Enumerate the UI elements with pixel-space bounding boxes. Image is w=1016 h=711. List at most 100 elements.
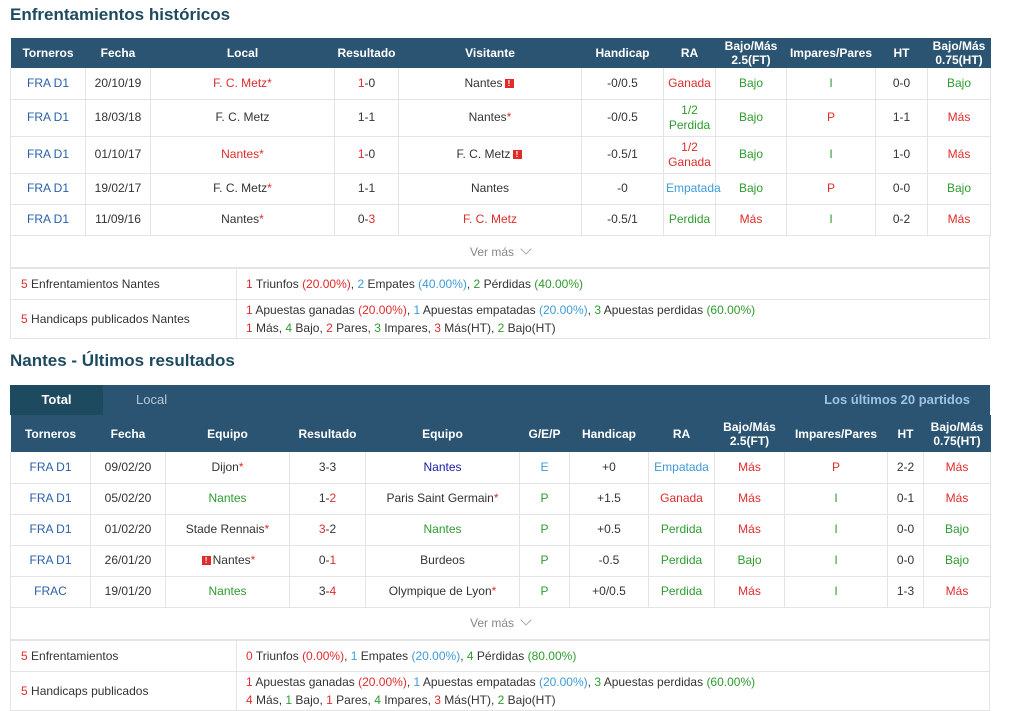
table-row[interactable]: FRA D126/01/20Nantes*0-1BurdeosP-0.5Perd… [10,545,991,577]
away-team[interactable]: Nantes [398,68,582,100]
handicap-cell: -0.5/1 [581,136,664,174]
away-team[interactable]: Paris Saint Germain* [365,483,520,515]
away-team[interactable]: Nantes [398,173,582,205]
away-team[interactable]: Nantes* [398,99,582,137]
league-link[interactable]: FRA D1 [10,173,86,205]
league-link[interactable]: FRA D1 [10,452,91,484]
gep-cell: P [519,483,570,515]
score-away: 1 [329,553,337,567]
table-row[interactable]: FRA D1 09/02/20 Dijon* 3-3 Nantes E +0 Empatada… [10,452,991,484]
star-icon: * [259,147,264,161]
col-bajo-mas-ft: Bajo/Más 2.5(FT) [714,415,785,452]
summary-label: 5 Enfrentamientos [11,641,237,671]
col-ra: RA [648,415,715,452]
table-row[interactable]: FRA D1 19/02/17 F. C. Metz* 1-1 Nantes -0 Empa… [10,173,991,205]
recent-header-row: Torneros Fecha Equipo Resultado Equipo G… [10,415,991,452]
date-cell: 26/01/20 [90,545,166,577]
league-link[interactable]: FRA D1 [10,136,86,174]
col-resultado: Resultado [289,415,366,452]
league-link[interactable]: FRAC [10,576,91,608]
result-cell: 0-1 [289,545,366,577]
home-team[interactable]: F. C. Metz* [150,173,335,205]
table-row[interactable]: FRAC 19/01/20 Nantes 3-4 Olympique de Lyon* P… [10,576,991,608]
table-row[interactable]: FRA D1 18/03/18 F. C. Metz 1-1 Nantes* -0/0.5… [10,99,991,137]
recent-tabbar: Total Local Los últimos 20 partidos [10,385,990,415]
last-matches-label[interactable]: Los últimos 20 partidos [824,392,970,407]
team-name: Nantes [470,181,510,195]
ra-cell: Perdida [648,514,715,546]
home-team[interactable]: Nantes* [150,136,335,174]
home-team[interactable]: F. C. Metz* [150,68,335,100]
away-team[interactable]: Nantes [365,514,520,546]
table-row[interactable]: FRA D1 01/02/20 Stade Rennais* 3-2 Nantes P +0… [10,514,991,546]
ra-cell: Perdida [648,576,715,608]
over-under-cell: Más [714,576,785,608]
handicap-cell: -0.5/1 [581,204,664,236]
away-team[interactable]: F. C. Metz [398,204,582,236]
home-team[interactable]: Dijon* [165,452,290,484]
ht-cell: 1-1 [875,99,928,137]
col-local: Local [150,38,335,68]
h2h-summary-handicaps: 5 Handicaps publicados Nantes 1 Apuestas… [11,300,989,338]
handicap-cell: +0/0.5 [569,576,649,608]
red-card-icon [504,76,514,91]
league-link[interactable]: FRA D1 [10,99,86,137]
over-under-ht-cell: Bajo [927,173,991,205]
table-row[interactable]: FRA D1 11/09/16 Nantes* 0-3 F. C. Metz -0.5/1… [10,204,991,236]
score-away: 2 [329,491,337,505]
odd-even-cell: P [786,99,876,137]
tab-total[interactable]: Total [10,385,103,415]
ht-cell: 2-2 [887,452,924,484]
home-team[interactable]: Nantes [165,576,290,608]
odd-even-cell: I [786,136,876,174]
home-team[interactable]: F. C. Metz [150,99,335,137]
recent-summary: 5 Enfrentamientos 0 Triunfos (0.00%), 1 … [10,640,990,711]
recent-summary-results: 5 Enfrentamientos 0 Triunfos (0.00%), 1 … [11,641,989,672]
odd-even-cell: I [786,68,876,100]
league-link[interactable]: FRA D1 [10,204,86,236]
score-home: 1 [318,491,326,505]
tab-local[interactable]: Local [136,392,168,407]
recent-ver-mas-button[interactable]: Ver más [10,607,990,640]
table-row[interactable]: FRA D1 05/02/20 Nantes 1-2 Paris Saint Germa… [10,483,991,515]
home-team[interactable]: Stade Rennais* [165,514,290,546]
result-cell: 1-1 [334,173,399,205]
over-under-ht-cell: Bajo [923,514,991,546]
recent-summary-handicaps: 5 Handicaps publicados 1 Apuestas ganada… [11,672,989,710]
score-home: 0 [357,212,365,226]
star-icon: * [493,491,499,505]
team-name: Nantes [208,584,247,598]
score-away: 2 [329,522,337,536]
home-team[interactable]: Nantes* [150,204,335,236]
result-cell: 1-0 [334,136,399,174]
league-link[interactable]: FRA D1 [10,68,86,100]
col-bajo-mas-ht: Bajo/Más 0.75(HT) [923,415,991,452]
league-link[interactable]: FRA D1 [10,483,91,515]
summary-values: 1 Triunfos (20.00%), 2 Empates (40.00%),… [246,277,583,291]
star-icon: * [264,522,270,536]
home-team[interactable]: Nantes* [165,545,290,577]
summary-values: 1 Apuestas ganadas (20.00%), 1 Apuestas … [246,675,756,707]
result-cell: 1-0 [334,68,399,100]
h2h-ver-mas-button[interactable]: Ver más [10,236,990,268]
away-team[interactable]: Nantes [365,452,520,484]
away-team[interactable]: F. C. Metz [398,136,582,174]
away-team[interactable]: Burdeos [365,545,520,577]
col-ht: HT [887,415,924,452]
score-away: 3 [329,459,337,474]
odd-even-cell: I [784,483,888,515]
red-card-icon [201,553,211,568]
handicap-cell: -0.5 [569,545,649,577]
away-team[interactable]: Olympique de Lyon* [365,576,520,608]
league-link[interactable]: FRA D1 [10,514,91,546]
star-icon: * [250,553,256,567]
team-name: Nantes [464,75,503,90]
result-cell: 0-3 [334,204,399,236]
league-link[interactable]: FRA D1 [10,545,91,577]
star-icon: * [267,75,272,90]
star-icon: * [267,181,272,195]
score-home: 1 [357,181,365,195]
home-team[interactable]: Nantes [165,483,290,515]
